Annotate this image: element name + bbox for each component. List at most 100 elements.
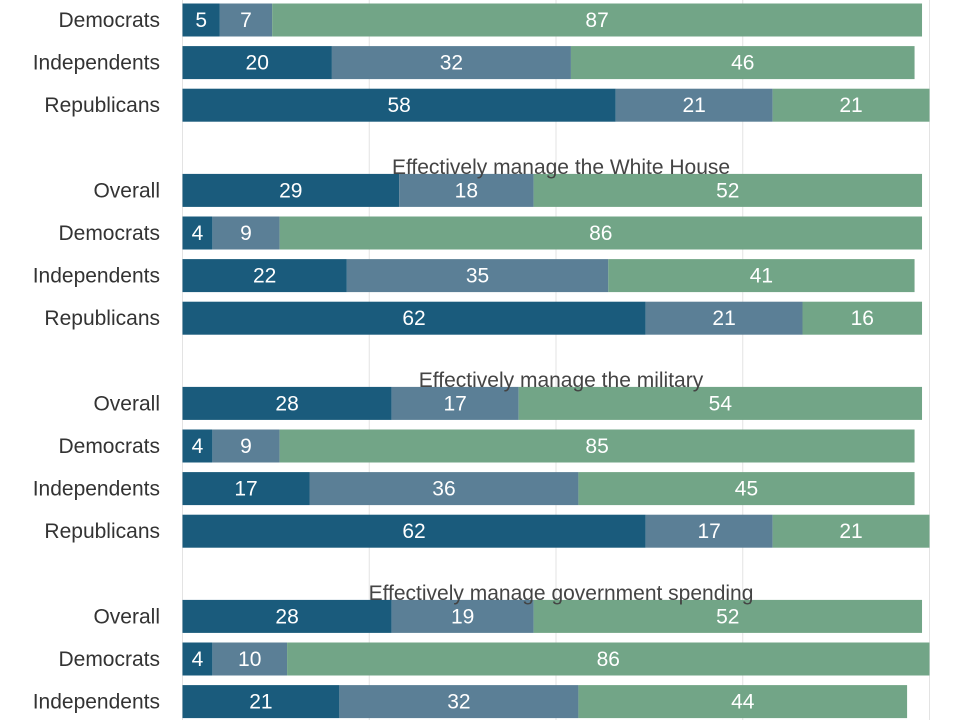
row-label: Independents: [33, 52, 160, 75]
row-label: Independents: [33, 265, 160, 288]
data-label: 16: [851, 307, 874, 330]
bar-segment: [219, 3, 273, 37]
data-label: 17: [443, 392, 466, 415]
bar-segment: [182, 88, 616, 122]
group-title: Effectively manage the military: [419, 369, 704, 392]
data-label: 32: [447, 691, 470, 714]
data-label: 45: [735, 478, 758, 501]
bar-segment: [182, 3, 220, 37]
bar-segment: [533, 599, 923, 633]
bar-segment: [518, 386, 923, 420]
bar-segment: [772, 88, 930, 122]
data-label: 86: [589, 222, 612, 245]
bar-segment: [182, 429, 213, 463]
group-title: Effectively manage the White House: [392, 156, 730, 179]
bar-segment: [608, 259, 915, 293]
data-label: 21: [712, 307, 735, 330]
data-label: 19: [451, 605, 474, 628]
data-label: 32: [440, 52, 463, 75]
bar-segment: [212, 216, 280, 250]
data-label: 28: [275, 392, 298, 415]
row-label: Democrats: [58, 222, 160, 245]
bar-segment: [182, 173, 400, 207]
bar-segment: [212, 429, 280, 463]
data-label: 20: [246, 52, 269, 75]
bar-segment: [391, 599, 534, 633]
bar-segment: [331, 46, 571, 80]
data-label: 21: [839, 94, 862, 117]
group-title: Effectively manage government spending: [369, 582, 754, 605]
row-label: Republicans: [44, 520, 160, 543]
row-label: Independents: [33, 691, 160, 714]
bar-segment: [182, 599, 392, 633]
row-label: Overall: [93, 179, 160, 202]
bars: [182, 3, 930, 719]
data-label: 7: [240, 9, 252, 32]
bar-segment: [182, 472, 310, 506]
bar-segment: [772, 514, 930, 548]
bar-segment: [182, 259, 347, 293]
data-label: 52: [716, 179, 739, 202]
row-label: Democrats: [58, 648, 160, 671]
data-label: 17: [234, 478, 257, 501]
bar-segment: [399, 173, 534, 207]
bar-segment: [391, 386, 519, 420]
row-label: Republicans: [44, 94, 160, 117]
row-label: Overall: [93, 392, 160, 415]
data-label: 5: [195, 9, 207, 32]
data-label: 21: [683, 94, 706, 117]
bar-segment: [182, 642, 213, 676]
data-label: 21: [249, 691, 272, 714]
row-label: Overall: [93, 605, 160, 628]
data-label: 9: [240, 222, 252, 245]
data-label: 10: [238, 648, 261, 671]
bar-segment: [645, 514, 773, 548]
data-label: 4: [192, 435, 204, 458]
data-label: 44: [731, 691, 755, 714]
bar-segment: [182, 46, 332, 80]
row-label: Republicans: [44, 307, 160, 330]
bar-segment: [182, 685, 340, 719]
data-label: 85: [585, 435, 608, 458]
data-label: 4: [192, 648, 204, 671]
bar-segment: [533, 173, 923, 207]
bar-segment: [287, 642, 930, 676]
data-label: 86: [597, 648, 620, 671]
bar-segment: [182, 216, 213, 250]
bar-segment: [339, 685, 579, 719]
row-label: Independents: [33, 478, 160, 501]
data-label: 36: [432, 478, 455, 501]
data-label: 17: [697, 520, 720, 543]
bar-segment: [212, 642, 288, 676]
bar-segment: [182, 386, 392, 420]
data-label: 52: [716, 605, 739, 628]
data-label: 9: [240, 435, 252, 458]
labels: Democrats 5 7 87 Independents 20 32 46 Republica…: [33, 9, 874, 714]
row-label: Democrats: [58, 9, 160, 32]
data-label: 28: [275, 605, 298, 628]
bar-segment: [182, 301, 646, 335]
bar-segment: [272, 3, 923, 37]
data-label: 21: [839, 520, 862, 543]
data-label: 54: [709, 392, 733, 415]
data-label: 87: [585, 9, 608, 32]
bar-segment: [279, 216, 923, 250]
data-label: 4: [192, 222, 204, 245]
bar-segment: [645, 301, 803, 335]
data-label: 62: [402, 520, 425, 543]
data-label: 41: [750, 265, 773, 288]
bar-segment: [615, 88, 773, 122]
data-label: 58: [387, 94, 410, 117]
data-label: 18: [455, 179, 478, 202]
data-label: 46: [731, 52, 754, 75]
bar-segment: [578, 685, 908, 719]
bar-segment: [802, 301, 923, 335]
bar-segment: [578, 472, 915, 506]
bar-segment: [279, 429, 915, 463]
bar-segment: [570, 46, 915, 80]
data-label: 62: [402, 307, 425, 330]
row-label: Democrats: [58, 435, 160, 458]
bar-segment: [346, 259, 609, 293]
data-label: 35: [466, 265, 489, 288]
